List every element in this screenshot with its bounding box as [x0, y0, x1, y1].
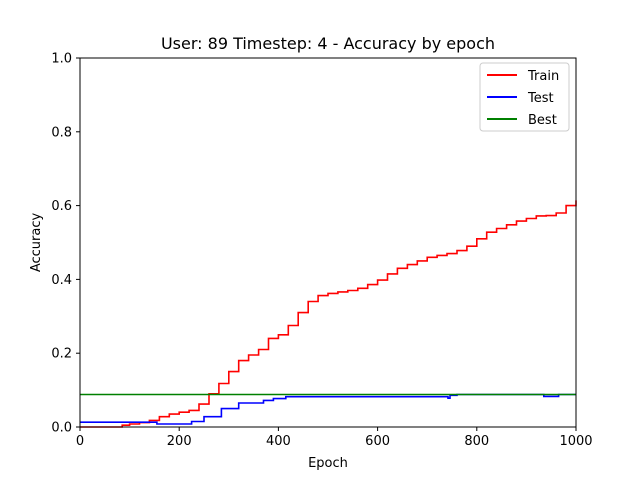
x-tick-label: 600: [365, 434, 390, 449]
y-axis: 0.0 0.2 0.4 0.6 0.8 1.0: [51, 52, 80, 436]
legend-label-test: Test: [527, 91, 554, 106]
legend-label-best: Best: [528, 113, 557, 128]
legend-label-train: Train: [527, 69, 559, 84]
y-tick-label: 0.0: [51, 421, 72, 436]
y-tick-label: 0.2: [51, 347, 72, 362]
x-tick-label: 800: [464, 434, 489, 449]
y-tick-label: 0.8: [51, 125, 72, 140]
series-layer: [80, 200, 577, 428]
y-tick-label: 0.6: [51, 199, 72, 214]
y-axis-label: Accuracy: [29, 213, 44, 273]
plot-frame: [79, 57, 577, 428]
y-tick-label: 0.4: [51, 273, 72, 288]
x-tick-label: 200: [167, 434, 192, 449]
x-tick-label: 400: [266, 434, 291, 449]
chart-title: User: 89 Timestep: 4 - Accuracy by epoch: [161, 34, 495, 53]
y-tick-label: 1.0: [51, 52, 72, 67]
x-tick-label: 1000: [559, 434, 592, 449]
legend: Train Test Best: [479, 62, 570, 132]
legend-box: [479, 62, 570, 132]
x-axis-label: Epoch: [308, 456, 348, 471]
series-line-train: [80, 200, 577, 428]
x-axis: 0 200 400 600 800 1000: [76, 427, 593, 449]
x-tick-label: 0: [76, 434, 84, 449]
